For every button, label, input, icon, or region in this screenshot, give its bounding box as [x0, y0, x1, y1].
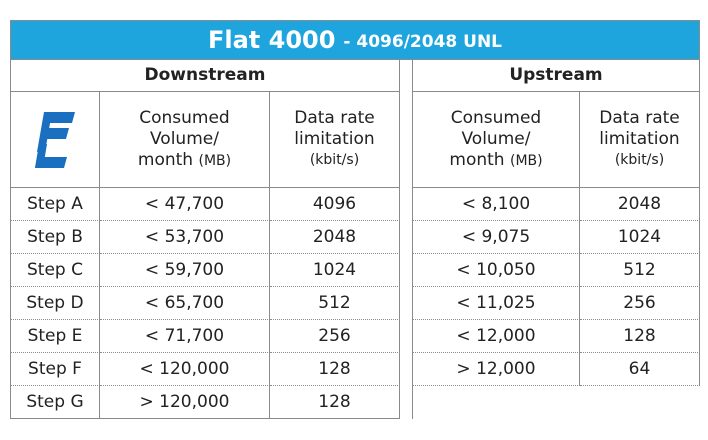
up-volume: > 12,000: [412, 353, 580, 386]
header-text: Volume/: [150, 128, 219, 149]
down-rate: 2048: [270, 221, 400, 254]
up-volume: < 12,000: [412, 320, 580, 353]
subtitle: - 4096/2048 UNL: [343, 32, 503, 52]
down-volume: < 53,700: [100, 221, 270, 254]
step-label: Step E: [10, 320, 100, 353]
header-unit-line: (kbit/s): [294, 150, 375, 171]
column-header-text: Data rate limitation (kbit/s): [599, 108, 680, 171]
header-unit: (kbit/s): [614, 152, 665, 168]
header-line: Data rate: [599, 108, 680, 129]
header-line: Volume/: [449, 129, 542, 150]
column-header-text: Data rate limitation (kbit/s): [294, 108, 375, 171]
empty-cell: [412, 386, 580, 419]
title: Flat 4000: [207, 26, 336, 54]
header-line: month (MB): [449, 150, 542, 172]
step-label: Step D: [10, 287, 100, 320]
header-text: Consumed: [450, 107, 542, 128]
up-rate: 512: [580, 254, 700, 287]
down-rate: 128: [270, 386, 400, 419]
header-unit-line: (kbit/s): [599, 150, 680, 171]
up-rate: 128: [580, 320, 700, 353]
step-label: Step B: [10, 221, 100, 254]
header-text: Data rate: [599, 108, 680, 128]
header-unit: (MB): [198, 152, 232, 169]
down-volume: < 59,700: [100, 254, 270, 287]
column-header: Consumed Volume/month (MB): [100, 92, 270, 188]
header-text: month: [449, 149, 505, 170]
up-rate: 2048: [580, 188, 700, 221]
header-line: Consumed: [449, 108, 542, 129]
up-rate: 256: [580, 287, 700, 320]
up-volume: < 11,025: [412, 287, 580, 320]
column-header: Data rate limitation (kbit/s): [270, 92, 400, 188]
title-bar: Flat 4000 - 4096/2048 UNL: [10, 20, 700, 60]
down-rate: 256: [270, 320, 400, 353]
column-header-text: Consumed Volume/month (MB): [449, 108, 542, 172]
up-volume: < 10,050: [412, 254, 580, 287]
down-volume: < 120,000: [100, 353, 270, 386]
logo-cell: [10, 92, 100, 188]
header-line: month (MB): [138, 150, 231, 172]
down-volume: < 71,700: [100, 320, 270, 353]
down-volume: < 47,700: [100, 188, 270, 221]
header-line: Data rate: [294, 108, 375, 129]
up-rate: 64: [580, 353, 700, 386]
column-header: Data rate limitation (kbit/s): [580, 92, 700, 188]
section-header: Upstream: [412, 60, 700, 92]
logo: [35, 111, 75, 168]
up-rate: 1024: [580, 221, 700, 254]
down-rate: 4096: [270, 188, 400, 221]
header-text: Data rate: [294, 108, 375, 128]
column-header-text: Consumed Volume/month (MB): [138, 108, 231, 172]
header-unit: (kbit/s): [309, 152, 360, 168]
down-volume: < 65,700: [100, 287, 270, 320]
header-text: month: [137, 149, 194, 170]
step-label: Step C: [10, 254, 100, 287]
down-rate: 1024: [270, 254, 400, 287]
up-volume: < 9,075: [412, 221, 580, 254]
column-header: Consumed Volume/month (MB): [412, 92, 580, 188]
header-text: Consumed: [139, 107, 230, 128]
down-rate: 512: [270, 287, 400, 320]
header-text: limitation: [294, 129, 375, 149]
header-text: Volume/: [461, 128, 531, 149]
down-volume: > 120,000: [100, 386, 270, 419]
header-unit: (MB): [509, 152, 543, 169]
step-label: Step A: [10, 188, 100, 221]
down-rate: 128: [270, 353, 400, 386]
header-line: Consumed: [138, 108, 231, 129]
header-line: limitation: [294, 129, 375, 150]
step-label: Step F: [10, 353, 100, 386]
header-text: limitation: [599, 129, 680, 149]
step-label: Step G: [10, 386, 100, 419]
header-line: limitation: [599, 129, 680, 150]
section-header: Downstream: [10, 60, 400, 92]
up-volume: < 8,100: [412, 188, 580, 221]
header-line: Volume/: [138, 129, 231, 150]
